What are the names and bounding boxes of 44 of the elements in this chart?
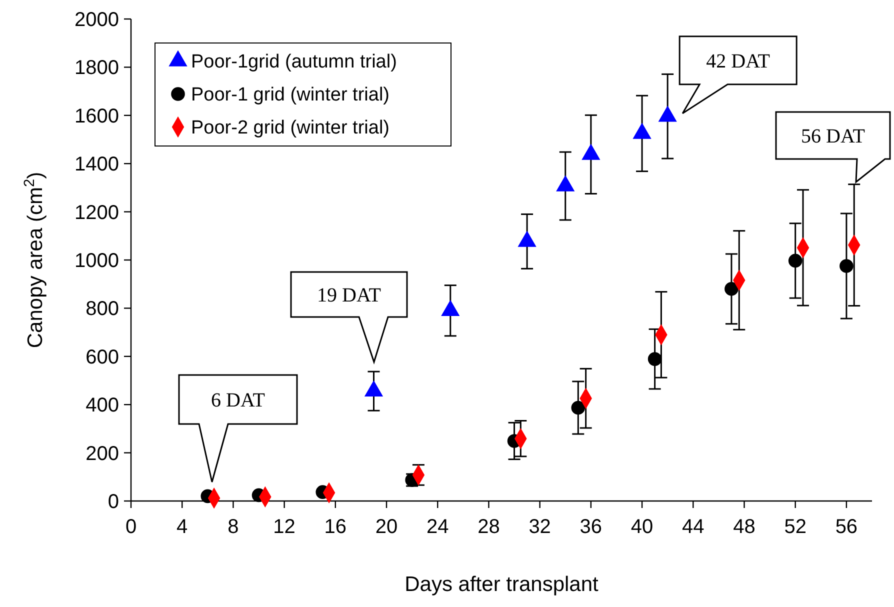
legend-label: Poor-1grid (autumn trial)	[191, 52, 397, 73]
x-tick-label: 40	[630, 516, 654, 538]
x-tick-label: 44	[682, 516, 704, 538]
point	[571, 400, 586, 415]
x-axis-title: Days after transplant	[404, 573, 599, 596]
y-tick-label: 2000	[74, 9, 119, 31]
x-tick-label: 56	[835, 516, 858, 538]
legend-label: Poor-2 grid (winter trial)	[191, 118, 390, 139]
y-tick-label: 600	[86, 346, 119, 368]
y-tick-label: 1200	[74, 202, 119, 224]
x-tick-label: 48	[733, 516, 756, 538]
y-tick-label: 400	[86, 394, 119, 417]
x-tick-label: 36	[580, 516, 602, 538]
x-tick-label: 52	[784, 516, 806, 538]
y-tick-label: 800	[86, 298, 119, 320]
legend-label: Poor-1 grid (winter trial)	[191, 84, 390, 106]
point	[788, 254, 802, 268]
y-tick-label: 1600	[74, 105, 119, 128]
x-tick-label: 8	[228, 516, 239, 538]
point	[582, 144, 600, 160]
x-tick-label: 20	[375, 516, 398, 538]
x-tick-label: 32	[528, 516, 551, 538]
x-tick-label: 24	[426, 516, 449, 538]
point	[632, 122, 652, 139]
point	[724, 282, 738, 296]
x-tick-label: 0	[125, 516, 137, 538]
point	[840, 259, 854, 273]
y-tick-label: 200	[86, 442, 119, 465]
annotation: 42 DAT	[706, 50, 770, 72]
x-tick-label: 28	[478, 516, 500, 538]
annotation: 56 DAT	[801, 126, 865, 148]
point	[658, 106, 677, 122]
annotation: 19 DAT	[317, 284, 381, 306]
y-tick-label: 0	[108, 491, 119, 513]
point	[518, 230, 536, 247]
y-tick-label: 1000	[74, 250, 119, 272]
point	[648, 352, 662, 366]
x-tick-label: 12	[273, 516, 296, 538]
x-tick-label: 16	[324, 516, 347, 538]
y-tick-label: 1400	[74, 154, 119, 176]
point	[556, 175, 575, 192]
annotation: 6 DAT	[211, 390, 265, 412]
y-tick-label: 1800	[74, 57, 119, 80]
x-tick-label: 4	[176, 516, 188, 538]
